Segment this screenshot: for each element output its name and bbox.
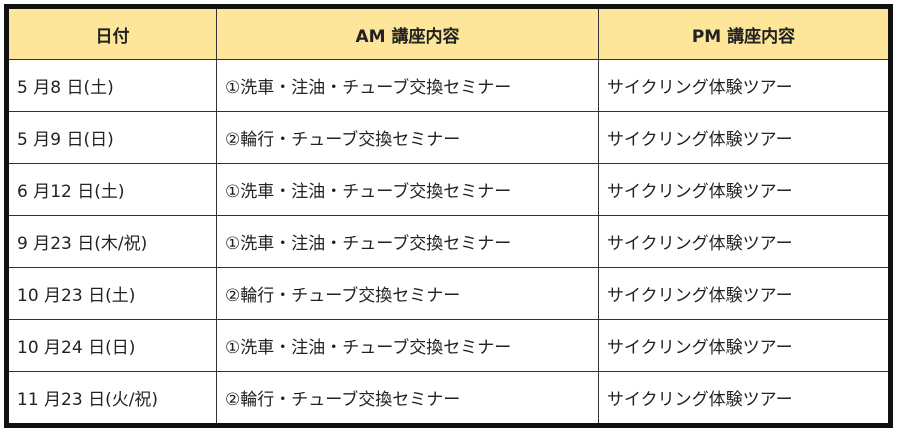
schedule-table: 日付 AM 講座内容 PM 講座内容 5 月8 日(土) ①洗車・注油・チューブ交… <box>4 4 893 428</box>
am-cell: ①洗車・注油・チューブ交換セミナー <box>216 59 599 112</box>
am-cell: ②輪行・チューブ交換セミナー <box>216 371 599 426</box>
pm-cell: サイクリング体験ツアー <box>598 215 891 268</box>
table-row: 5 月9 日(日) ②輪行・チューブ交換セミナー サイクリング体験ツアー <box>6 111 891 164</box>
table-row: 10 月23 日(土) ②輪行・チューブ交換セミナー サイクリング体験ツアー <box>6 267 891 320</box>
pm-cell: サイクリング体験ツアー <box>598 319 891 372</box>
am-cell: ①洗車・注油・チューブ交換セミナー <box>216 215 599 268</box>
table-row: 9 月23 日(木/祝) ①洗車・注油・チューブ交換セミナー サイクリング体験ツアー <box>6 215 891 268</box>
table-row: 5 月8 日(土) ①洗車・注油・チューブ交換セミナー サイクリング体験ツアー <box>6 59 891 112</box>
date-cell: 9 月23 日(木/祝) <box>6 215 217 268</box>
date-cell: 5 月8 日(土) <box>6 59 217 112</box>
date-cell: 5 月9 日(日) <box>6 111 217 164</box>
am-cell: ②輪行・チューブ交換セミナー <box>216 267 599 320</box>
table-row: 10 月24 日(日) ①洗車・注油・チューブ交換セミナー サイクリング体験ツアー <box>6 319 891 372</box>
date-cell: 10 月23 日(土) <box>6 267 217 320</box>
date-cell: 11 月23 日(火/祝) <box>6 371 217 426</box>
date-cell: 6 月12 日(土) <box>6 163 217 216</box>
pm-cell: サイクリング体験ツアー <box>598 163 891 216</box>
date-cell: 10 月24 日(日) <box>6 319 217 372</box>
pm-cell: サイクリング体験ツアー <box>598 59 891 112</box>
pm-cell: サイクリング体験ツアー <box>598 111 891 164</box>
pm-cell: サイクリング体験ツアー <box>598 267 891 320</box>
header-row: 日付 AM 講座内容 PM 講座内容 <box>6 6 891 60</box>
header-date: 日付 <box>6 6 217 60</box>
am-cell: ①洗車・注油・チューブ交換セミナー <box>216 163 599 216</box>
pm-cell: サイクリング体験ツアー <box>598 371 891 426</box>
am-cell: ②輪行・チューブ交換セミナー <box>216 111 599 164</box>
table-row: 11 月23 日(火/祝) ②輪行・チューブ交換セミナー サイクリング体験ツアー <box>6 371 891 426</box>
table-row: 6 月12 日(土) ①洗車・注油・チューブ交換セミナー サイクリング体験ツアー <box>6 163 891 216</box>
am-cell: ①洗車・注油・チューブ交換セミナー <box>216 319 599 372</box>
header-pm: PM 講座内容 <box>598 6 891 60</box>
header-am: AM 講座内容 <box>216 6 599 60</box>
